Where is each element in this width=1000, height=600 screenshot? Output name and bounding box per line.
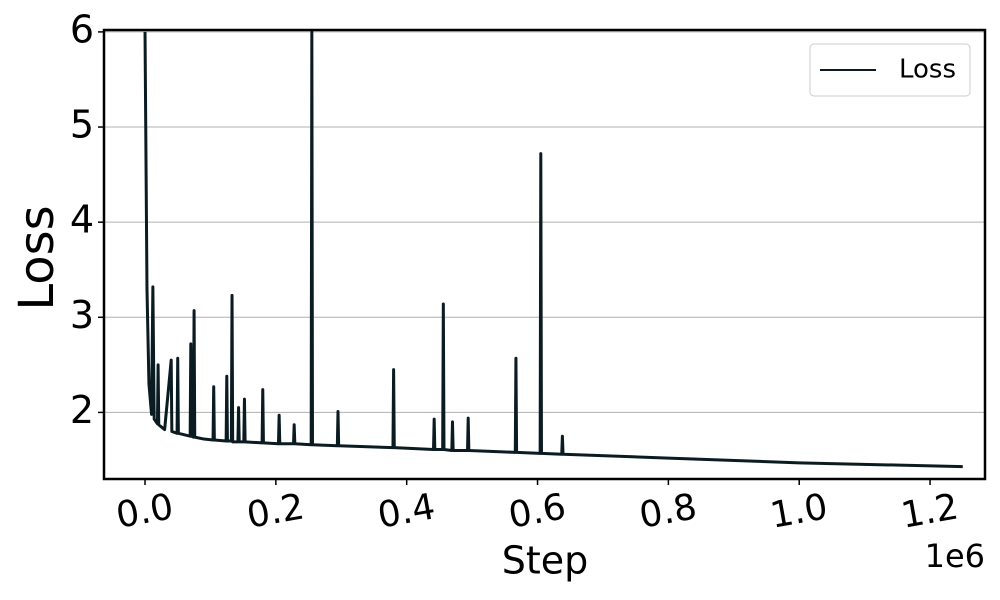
x-tick-label: 0.6 <box>506 486 570 536</box>
legend-label: Loss <box>899 55 956 85</box>
y-tick-label: 2 <box>70 388 94 432</box>
y-tick-label: 4 <box>70 198 94 242</box>
x-axis-label: Step <box>502 539 589 583</box>
x-tick-label: 1.2 <box>898 486 962 536</box>
y-tick-label: 3 <box>70 293 94 337</box>
x-tick-label: 1.0 <box>767 486 831 536</box>
y-tick-label: 6 <box>70 7 94 51</box>
axes-frame <box>102 28 987 481</box>
y-axis-label: Loss <box>9 205 65 310</box>
y-tick-label: 5 <box>70 103 94 147</box>
x-tick-label: 0.4 <box>375 486 439 536</box>
legend-box <box>809 43 971 97</box>
x-tick-label: 0.0 <box>113 486 177 536</box>
loss-line <box>143 30 963 469</box>
x-tick-label: 0.2 <box>244 486 308 536</box>
x-tick-label: 0.8 <box>636 486 700 536</box>
x-offset-label: 1e6 <box>925 537 985 575</box>
